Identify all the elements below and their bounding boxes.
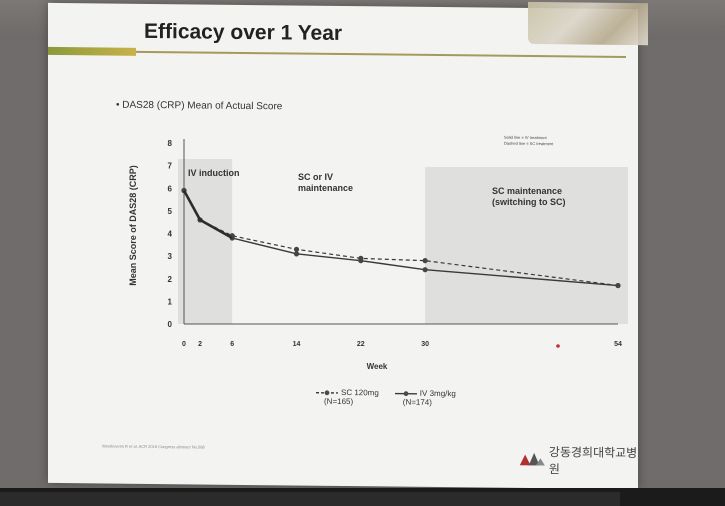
series-0-point-3 xyxy=(293,246,300,252)
region-label-0-line-0: IV induction xyxy=(188,168,240,178)
series-0-point-5 xyxy=(422,258,428,264)
series-1-point-6 xyxy=(615,282,621,289)
hospital-logo: 강동경희대학교병원 xyxy=(518,443,638,478)
footer-citation: Westhovens R et al. ACR 2019 Congress ab… xyxy=(102,443,205,450)
y-tick-label-5: 5 xyxy=(168,207,173,216)
x-tick-label-2: 6 xyxy=(230,341,234,348)
y-tick-label-6: 6 xyxy=(168,184,173,193)
hospital-name: 강동경희대학교병원 xyxy=(548,445,638,477)
region-label-1-line-1: maintenance xyxy=(298,183,353,193)
laser-pointer-dot xyxy=(556,344,560,348)
y-tick-label-7: 7 xyxy=(168,162,173,171)
legend-key-solid xyxy=(394,390,417,396)
x-tick-label-3: 14 xyxy=(293,341,301,348)
chart-legend: SC 120mg (N=165) IV 3mg/kg (N=174) xyxy=(316,388,456,407)
legend-key-dashed xyxy=(316,389,338,395)
y-tick-label-4: 4 xyxy=(168,230,173,239)
y-tick-label-8: 8 xyxy=(168,139,173,148)
series-1-point-5 xyxy=(422,267,428,273)
region-shade-2 xyxy=(425,167,628,324)
region-label-2-line-1: (switching to SC) xyxy=(492,197,566,207)
region-shade-0 xyxy=(178,159,233,324)
y-axis-label: Mean Score of DAS28 (CRP) xyxy=(128,165,138,286)
x-tick-label-6: 54 xyxy=(614,341,622,348)
induction-segment xyxy=(182,189,233,240)
x-tick-label-1: 2 xyxy=(198,341,202,348)
das28-line-chart: 0 1 2 3 4 5 6 7 8 0 2 6 14 22 30 54 Week Mean Score of DA… xyxy=(128,139,628,371)
y-tick-label-0: 0 xyxy=(168,320,173,329)
screen-bezel-inner xyxy=(0,492,620,506)
y-tick-label-3: 3 xyxy=(168,252,173,261)
region-label-1-line-0: SC or IV xyxy=(298,172,333,182)
presentation-slide: Efficacy over 1 Year DAS28 (CRP) Mean of… xyxy=(48,1,648,490)
y-tick-label-2: 2 xyxy=(168,275,173,284)
x-tick-label-0: 0 xyxy=(182,341,186,348)
legend-item-iv: IV 3mg/kg (N=174) xyxy=(394,389,456,408)
series-1-point-4 xyxy=(358,258,364,264)
hospital-emblem-icon xyxy=(519,452,545,466)
y-tick-label-1: 1 xyxy=(168,297,173,306)
x-tick-label-4: 22 xyxy=(357,341,365,348)
x-tick-label-5: 30 xyxy=(421,341,429,348)
region-label-2-line-0: SC maintenance xyxy=(492,186,562,196)
series-1-point-3 xyxy=(293,251,300,257)
x-axis-label: Week xyxy=(367,362,388,371)
legend-item-sc: SC 120mg (N=165) xyxy=(316,388,379,407)
